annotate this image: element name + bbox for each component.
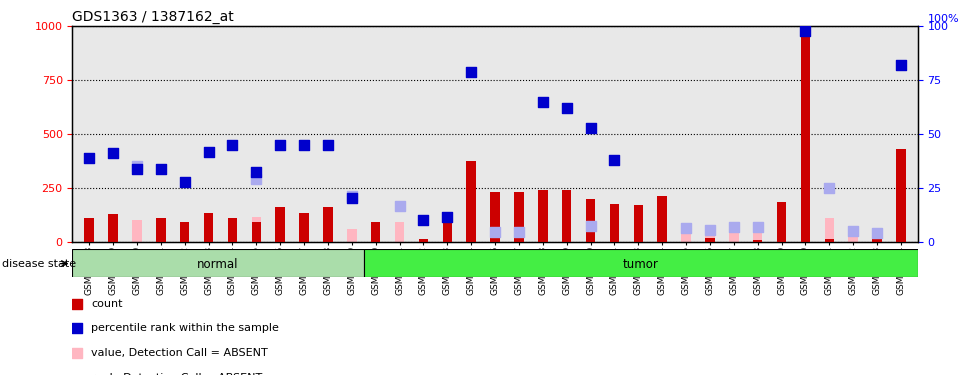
Bar: [538, 190, 548, 242]
Bar: [467, 161, 476, 242]
Bar: [180, 222, 189, 242]
Bar: [872, 233, 882, 242]
Point: [105, 150, 121, 156]
Bar: [132, 220, 142, 242]
Point: [297, 142, 312, 148]
Point: [344, 192, 359, 198]
Text: rank, Detection Call = ABSENT: rank, Detection Call = ABSENT: [91, 373, 263, 375]
Point: [535, 99, 551, 105]
Bar: [442, 220, 452, 242]
Point: [129, 164, 145, 170]
Point: [845, 228, 861, 234]
Text: normal: normal: [197, 258, 239, 271]
Bar: [753, 229, 762, 242]
Bar: [418, 238, 428, 242]
Point: [201, 149, 216, 155]
Bar: [299, 213, 309, 242]
Bar: [681, 231, 691, 242]
Point: [272, 142, 288, 148]
Point: [129, 166, 145, 172]
Point: [177, 178, 192, 184]
Bar: [491, 227, 499, 242]
Bar: [585, 199, 595, 242]
Bar: [872, 237, 882, 242]
Bar: [514, 192, 524, 242]
Bar: [72, 249, 364, 277]
Point: [702, 227, 718, 233]
Bar: [275, 207, 285, 242]
Text: GDS1363 / 1387162_at: GDS1363 / 1387162_at: [72, 10, 234, 24]
Bar: [825, 238, 834, 242]
Bar: [610, 204, 619, 242]
Bar: [896, 149, 906, 242]
Bar: [777, 202, 786, 242]
Bar: [514, 228, 524, 242]
Bar: [753, 240, 762, 242]
Point: [726, 224, 742, 230]
Bar: [108, 214, 118, 242]
Bar: [324, 207, 332, 242]
Text: count: count: [91, 298, 123, 309]
Bar: [634, 205, 643, 242]
Bar: [371, 226, 381, 242]
Point: [607, 157, 622, 163]
Bar: [371, 222, 381, 242]
Point: [582, 124, 598, 130]
Point: [822, 185, 838, 191]
Bar: [364, 249, 918, 277]
Bar: [491, 192, 499, 242]
Point: [392, 203, 408, 209]
Point: [750, 224, 765, 230]
Bar: [801, 33, 810, 242]
Text: tumor: tumor: [623, 258, 659, 271]
Point: [678, 225, 694, 231]
Bar: [562, 190, 572, 242]
Point: [440, 214, 455, 220]
Point: [153, 166, 168, 172]
Point: [248, 176, 264, 182]
Bar: [395, 222, 405, 242]
Bar: [204, 213, 213, 242]
Point: [869, 230, 885, 236]
Point: [344, 195, 359, 201]
Point: [248, 169, 264, 175]
Point: [798, 28, 813, 34]
Point: [894, 62, 909, 68]
Bar: [825, 218, 834, 242]
Bar: [705, 233, 715, 242]
Point: [487, 229, 502, 235]
Point: [225, 142, 241, 148]
Point: [511, 229, 526, 235]
Point: [582, 223, 598, 229]
Bar: [705, 238, 715, 242]
Point: [320, 142, 335, 148]
Point: [81, 155, 97, 161]
Bar: [84, 218, 94, 242]
Point: [559, 105, 575, 111]
Bar: [848, 229, 858, 242]
Point: [415, 217, 431, 223]
Point: [464, 69, 479, 75]
Bar: [228, 218, 238, 242]
Bar: [347, 229, 356, 242]
Bar: [658, 195, 667, 242]
Bar: [729, 233, 739, 242]
Bar: [251, 222, 261, 242]
Bar: [156, 218, 165, 242]
Text: value, Detection Call = ABSENT: value, Detection Call = ABSENT: [91, 348, 268, 358]
Text: disease state: disease state: [2, 260, 76, 269]
Bar: [251, 217, 261, 242]
Point: [528, 162, 544, 168]
Text: percentile rank within the sample: percentile rank within the sample: [91, 323, 279, 333]
Text: 100%: 100%: [928, 14, 959, 24]
